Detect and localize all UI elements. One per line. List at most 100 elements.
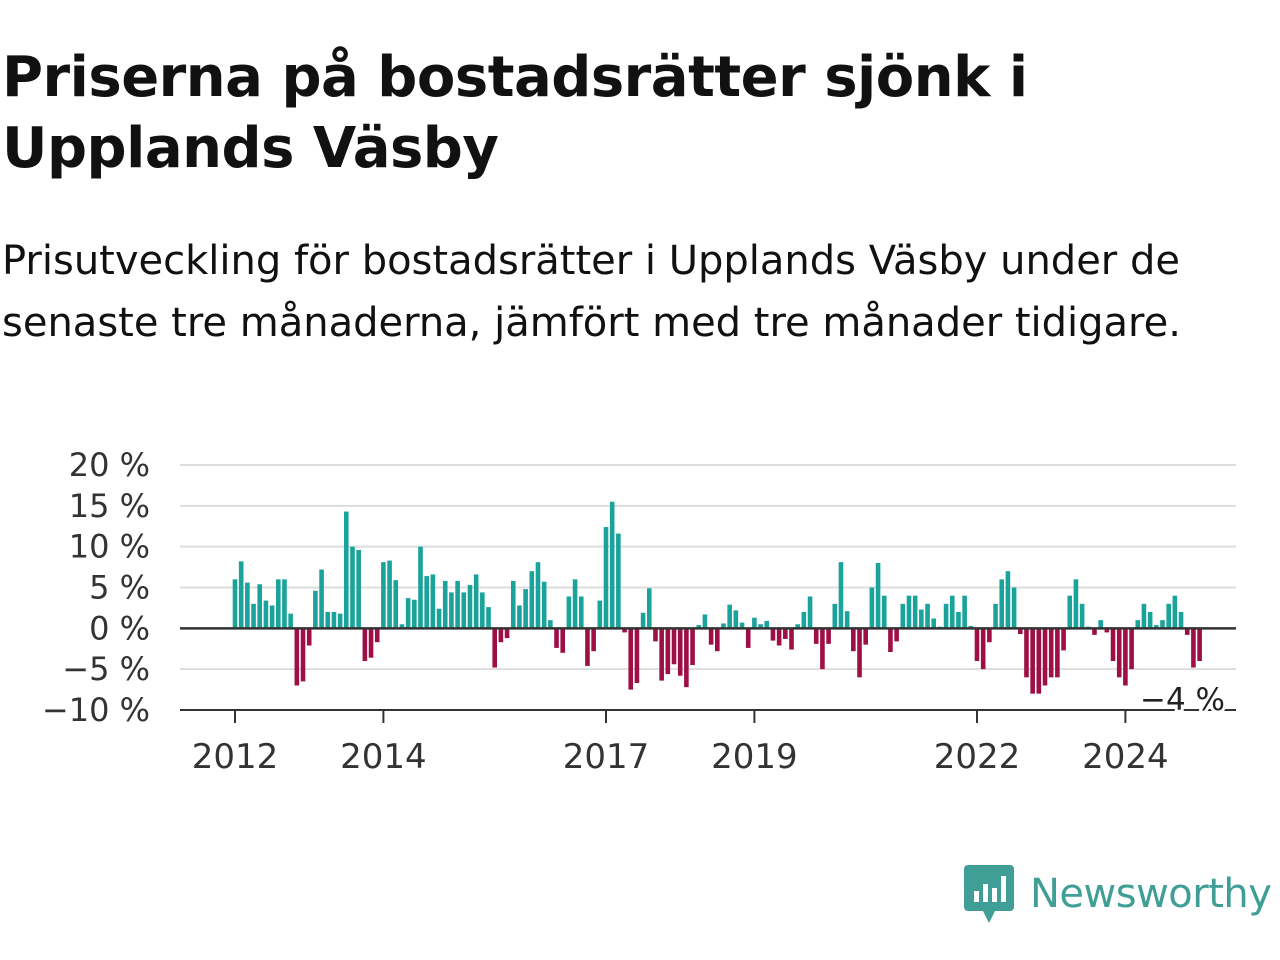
- bar-chart: 20 %15 %10 %5 %0 %−5 %−10 % 2012 2014 2017…: [42, 446, 1236, 777]
- bar: [1005, 571, 1011, 629]
- bar: [925, 603, 930, 629]
- bar: [510, 580, 516, 629]
- x-tick-label: 2024: [1082, 737, 1169, 777]
- bar: [294, 628, 300, 686]
- bar: [350, 546, 355, 629]
- bar: [368, 628, 374, 658]
- bar: [826, 628, 831, 644]
- bar: [1197, 628, 1202, 661]
- y-tick-label: 5 %: [89, 569, 150, 607]
- bar: [399, 624, 405, 629]
- y-tick-label: −5 %: [62, 650, 150, 688]
- y-tick-label: 15 %: [69, 487, 150, 525]
- bar: [832, 603, 838, 629]
- bar: [690, 628, 695, 666]
- chart-title: Priserna på bostadsrätter sjönk i Upplan…: [2, 45, 1028, 181]
- x-tick-label: 2019: [711, 737, 798, 777]
- bar: [987, 628, 992, 643]
- bar: [956, 612, 961, 629]
- bar: [659, 628, 664, 681]
- bars: [232, 501, 1202, 694]
- bar: [548, 620, 553, 629]
- bar: [1104, 628, 1110, 633]
- bar: [387, 560, 392, 629]
- bar: [863, 628, 868, 645]
- bar: [288, 613, 293, 629]
- bar: [560, 628, 566, 653]
- bar: [572, 579, 578, 629]
- bar: [449, 592, 454, 629]
- bar: [795, 624, 800, 629]
- last-value-label: −4 %: [1140, 682, 1225, 718]
- bar: [1030, 628, 1035, 694]
- bar: [1172, 595, 1178, 629]
- bar: [541, 581, 547, 629]
- bar: [344, 511, 349, 629]
- bar: [257, 584, 263, 629]
- bar: [684, 628, 689, 688]
- bar: [498, 628, 504, 643]
- bar: [919, 609, 924, 629]
- bar: [430, 574, 436, 629]
- bar: [715, 628, 720, 652]
- bar: [949, 595, 955, 629]
- bar: [974, 628, 980, 661]
- bar: [1110, 628, 1116, 661]
- bar: [943, 603, 949, 629]
- bar: [492, 628, 497, 668]
- bar: [622, 628, 627, 633]
- bar: [1017, 628, 1023, 635]
- bar: [393, 580, 399, 629]
- bar: [529, 571, 535, 629]
- bar: [405, 598, 411, 629]
- bar: [603, 527, 609, 629]
- bar: [1116, 628, 1122, 678]
- bar: [362, 628, 368, 661]
- bar: [696, 625, 702, 629]
- bar: [300, 628, 306, 682]
- bar: [418, 546, 423, 629]
- bar: [486, 607, 491, 629]
- bar: [1178, 612, 1184, 629]
- bar: [820, 628, 825, 670]
- bar: [634, 628, 640, 684]
- brand-name: Newsworthy: [1030, 871, 1272, 917]
- bar: [844, 611, 850, 629]
- bar: [436, 608, 442, 629]
- bar: [628, 628, 634, 690]
- bar: [721, 623, 726, 629]
- bar: [789, 628, 794, 650]
- bar: [374, 628, 380, 643]
- bar: [838, 562, 844, 629]
- bar: [993, 603, 998, 629]
- bar: [900, 603, 906, 629]
- y-gridlines: [180, 464, 1236, 671]
- bar: [232, 579, 238, 629]
- bar: [461, 592, 467, 629]
- bar: [275, 579, 281, 629]
- bar: [480, 592, 485, 629]
- bar: [455, 580, 460, 629]
- x-tick-label: 2022: [934, 737, 1021, 777]
- bar: [1011, 587, 1017, 629]
- bar: [1048, 628, 1054, 678]
- bar: [1073, 579, 1079, 629]
- y-tick-label: 0 %: [89, 609, 150, 647]
- bar: [1135, 620, 1141, 629]
- x-tick-label: 2017: [563, 737, 650, 777]
- bar: [888, 628, 893, 653]
- bar: [381, 562, 386, 629]
- bar: [758, 624, 763, 629]
- bar: [1123, 628, 1128, 686]
- bar: [999, 579, 1005, 629]
- bar: [504, 628, 510, 639]
- bar: [906, 595, 912, 629]
- bar: [1042, 628, 1048, 686]
- x-tick-label: 2014: [340, 737, 427, 777]
- bar: [424, 576, 429, 629]
- bar: [931, 618, 937, 629]
- bar: [1067, 595, 1073, 629]
- bar: [962, 595, 967, 629]
- bar: [745, 628, 751, 648]
- bar: [1055, 628, 1060, 678]
